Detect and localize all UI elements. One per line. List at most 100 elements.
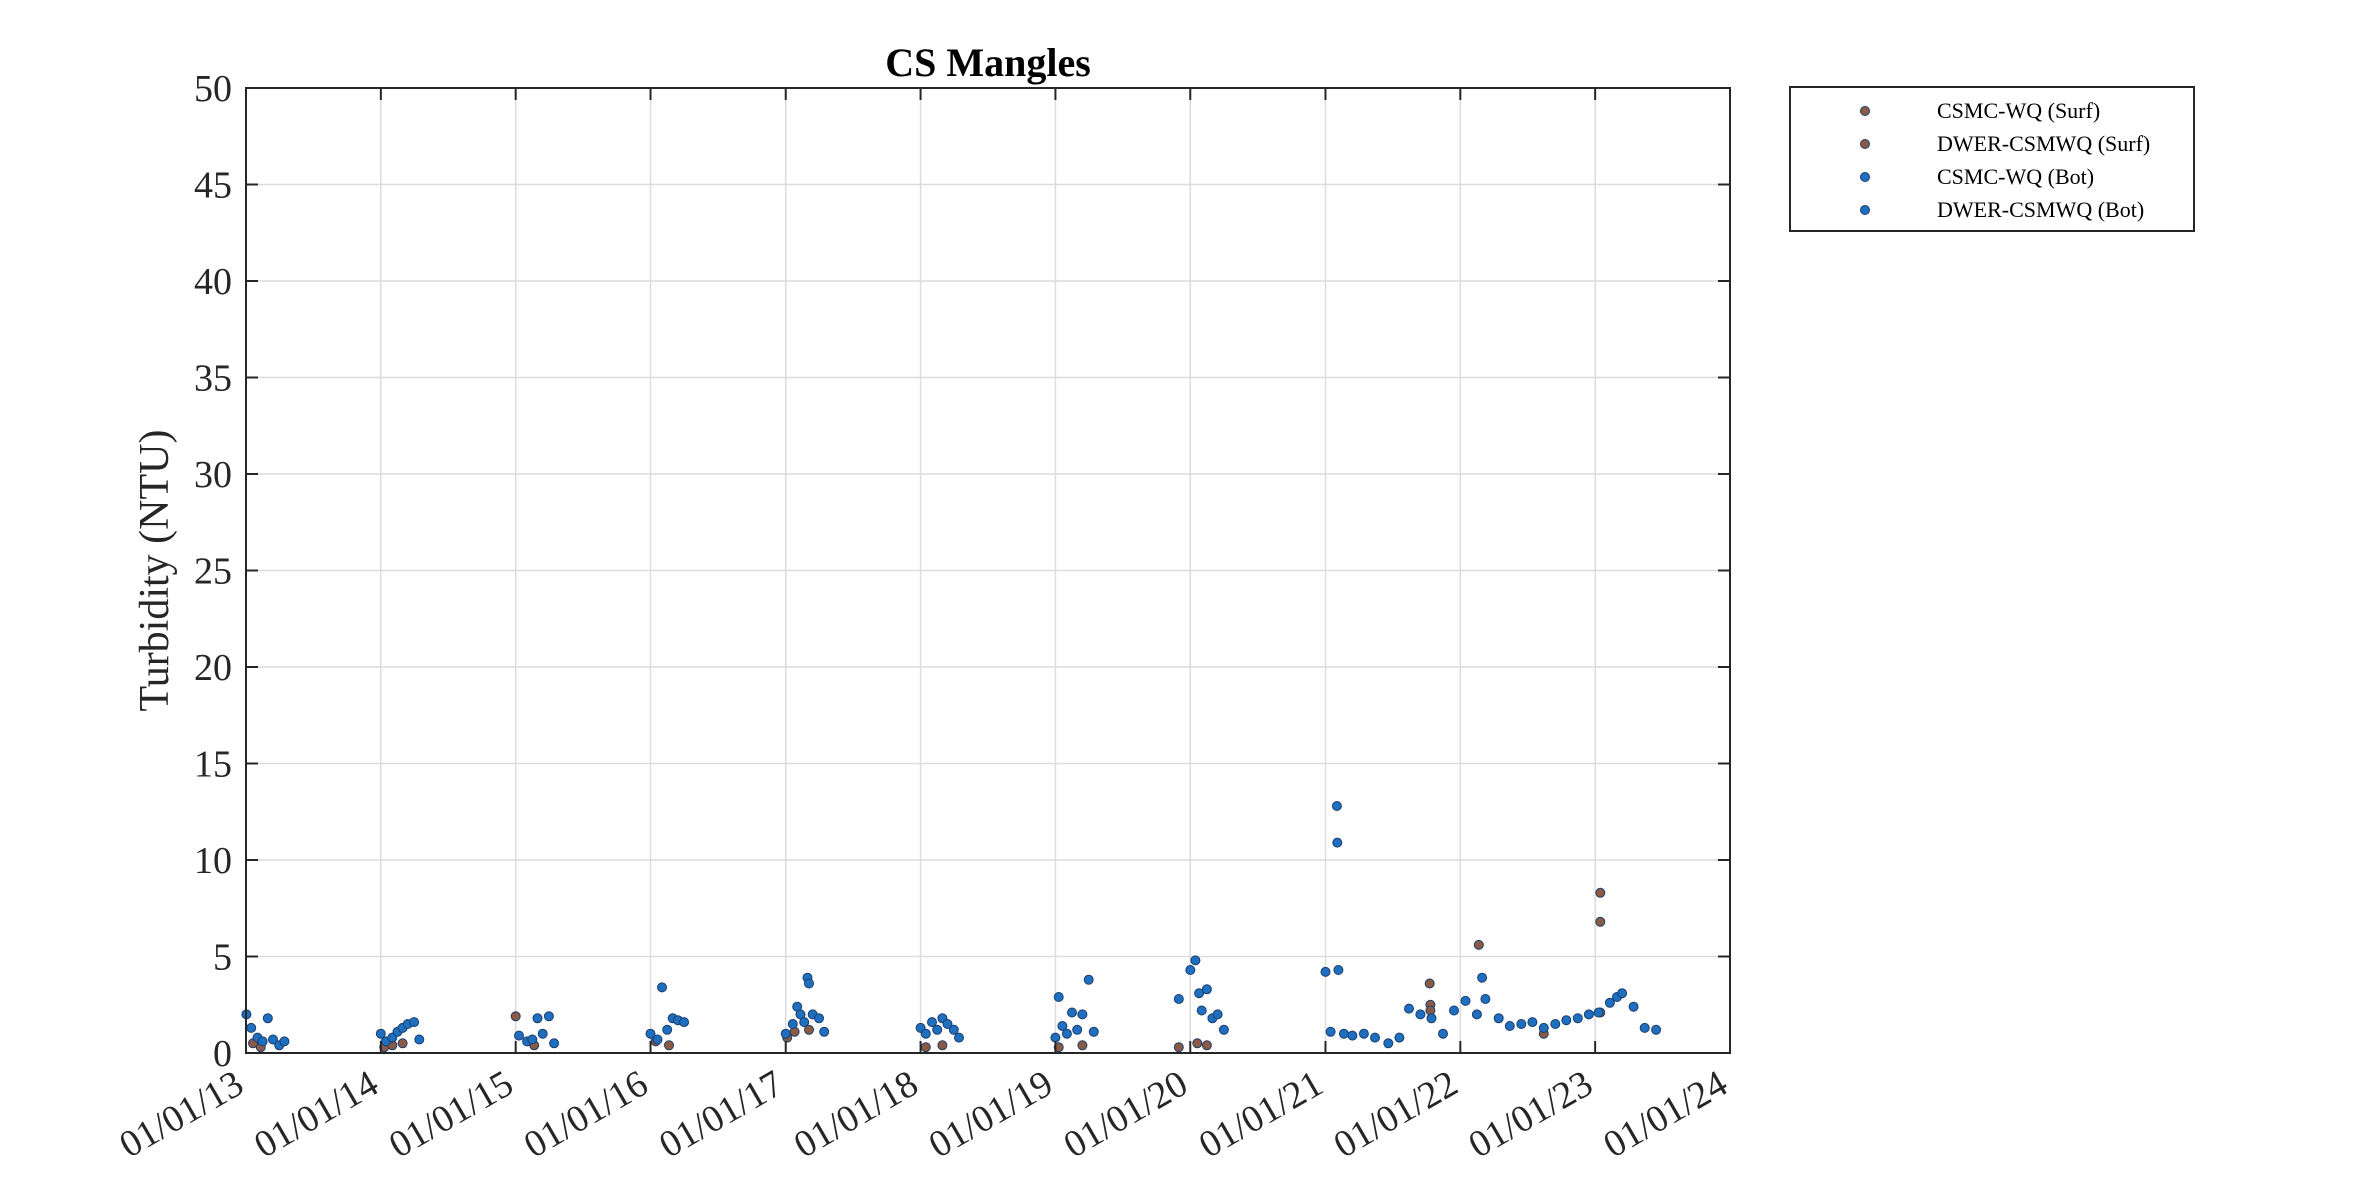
data-point (1053, 992, 1064, 1002)
x-tick-label: 01/01/23 (1462, 1062, 1600, 1166)
data-point (1449, 1005, 1459, 1016)
x-tick-label: 01/01/16 (517, 1062, 655, 1166)
data-point (1438, 1028, 1448, 1039)
y-axis-label: Turbidity (NTU) (132, 430, 178, 712)
data-point (804, 1024, 814, 1035)
data-point (268, 1034, 278, 1045)
data-point (1426, 1013, 1437, 1024)
legend-marker (1860, 172, 1870, 182)
data-point (920, 1028, 931, 1039)
data-point (1394, 1032, 1405, 1043)
data-point (414, 1034, 425, 1045)
data-point (1212, 1009, 1223, 1020)
data-point (787, 1019, 798, 1029)
y-tick-label: 20 (194, 647, 232, 689)
data-point (1572, 1013, 1583, 1024)
data-point (1358, 1028, 1369, 1039)
legend-entry: CSMC-WQ (Bot) (1937, 164, 2094, 189)
y-tick-label: 35 (194, 358, 232, 400)
data-point (1424, 978, 1435, 989)
data-point (1538, 1022, 1549, 1033)
data-points (241, 801, 1662, 1053)
legend-marker (1860, 106, 1870, 116)
x-tick-label: 01/01/21 (1192, 1062, 1330, 1166)
data-point (1333, 965, 1344, 975)
data-point (397, 1038, 408, 1049)
y-tick-label: 15 (194, 744, 232, 786)
data-point (1480, 994, 1491, 1004)
data-point (1504, 1021, 1515, 1031)
data-point (1331, 801, 1342, 811)
x-tick-label: 01/01/20 (1057, 1062, 1195, 1166)
data-point (257, 1036, 268, 1047)
legend-entry: DWER-CSMWQ (Surf) (1937, 131, 2150, 156)
data-point (1593, 1007, 1604, 1018)
x-tick-label: 01/01/19 (922, 1062, 1060, 1166)
data-point (262, 1013, 273, 1024)
data-point (1561, 1015, 1572, 1026)
data-point (1383, 1038, 1394, 1049)
data-point (657, 982, 667, 993)
data-point (814, 1013, 824, 1024)
data-point (1347, 1030, 1358, 1041)
data-point (1196, 1005, 1207, 1016)
legend-marker (1860, 139, 1870, 149)
data-point (1057, 1021, 1068, 1031)
data-point (543, 1011, 554, 1022)
data-point (1173, 994, 1184, 1004)
y-tick-label: 25 (194, 551, 232, 593)
data-point (927, 1017, 937, 1028)
data-point (246, 1022, 257, 1033)
data-point (279, 1036, 290, 1047)
legend: CSMC-WQ (Surf) DWER-CSMWQ (Surf) CSMC-WQ (… (1789, 86, 2195, 232)
data-point (1053, 1042, 1064, 1053)
data-point (1192, 1038, 1203, 1049)
data-point (1325, 1026, 1336, 1037)
data-point (1550, 1019, 1561, 1029)
data-point (1527, 1017, 1538, 1028)
x-tick-label: 01/01/18 (787, 1062, 925, 1166)
data-point (804, 978, 814, 989)
data-point (549, 1038, 560, 1049)
data-point (1050, 1032, 1061, 1043)
x-tick-label: 01/01/24 (1596, 1062, 1734, 1166)
data-point (1088, 1026, 1099, 1037)
data-point (1477, 972, 1488, 983)
data-point (1201, 984, 1212, 995)
data-point (819, 1026, 830, 1037)
y-tick-label: 10 (194, 840, 232, 882)
data-point (1415, 1009, 1426, 1020)
y-tick-label: 50 (194, 68, 232, 110)
data-point (920, 1042, 931, 1053)
data-point (1628, 1001, 1639, 1012)
data-point (948, 1024, 959, 1035)
data-point (532, 1013, 543, 1024)
x-tick-label: 01/01/14 (247, 1062, 385, 1166)
data-point (1077, 1040, 1088, 1051)
data-point (799, 1017, 810, 1028)
data-point (1083, 974, 1094, 985)
data-point (1077, 1009, 1088, 1020)
data-point (1473, 939, 1484, 950)
data-point (942, 1019, 953, 1029)
y-tick-label: 45 (194, 165, 232, 207)
data-point (375, 1028, 386, 1039)
data-point (409, 1017, 420, 1028)
y-tick-label: 5 (213, 937, 232, 979)
legend-marker (1860, 205, 1870, 215)
data-point (1595, 916, 1606, 927)
data-point (1583, 1009, 1594, 1020)
x-tick-label: 01/01/15 (382, 1062, 520, 1166)
data-point (1320, 966, 1331, 977)
data-point (1332, 837, 1343, 848)
data-point (954, 1032, 964, 1043)
data-point (1493, 1013, 1504, 1024)
data-point (1185, 965, 1196, 975)
data-point (1061, 1028, 1072, 1039)
data-point (1072, 1024, 1083, 1035)
data-point (1190, 955, 1201, 966)
axis-ticks: 01/01/1301/01/1401/01/1501/01/1601/01/17… (112, 68, 1734, 1166)
data-point (1201, 1040, 1212, 1051)
